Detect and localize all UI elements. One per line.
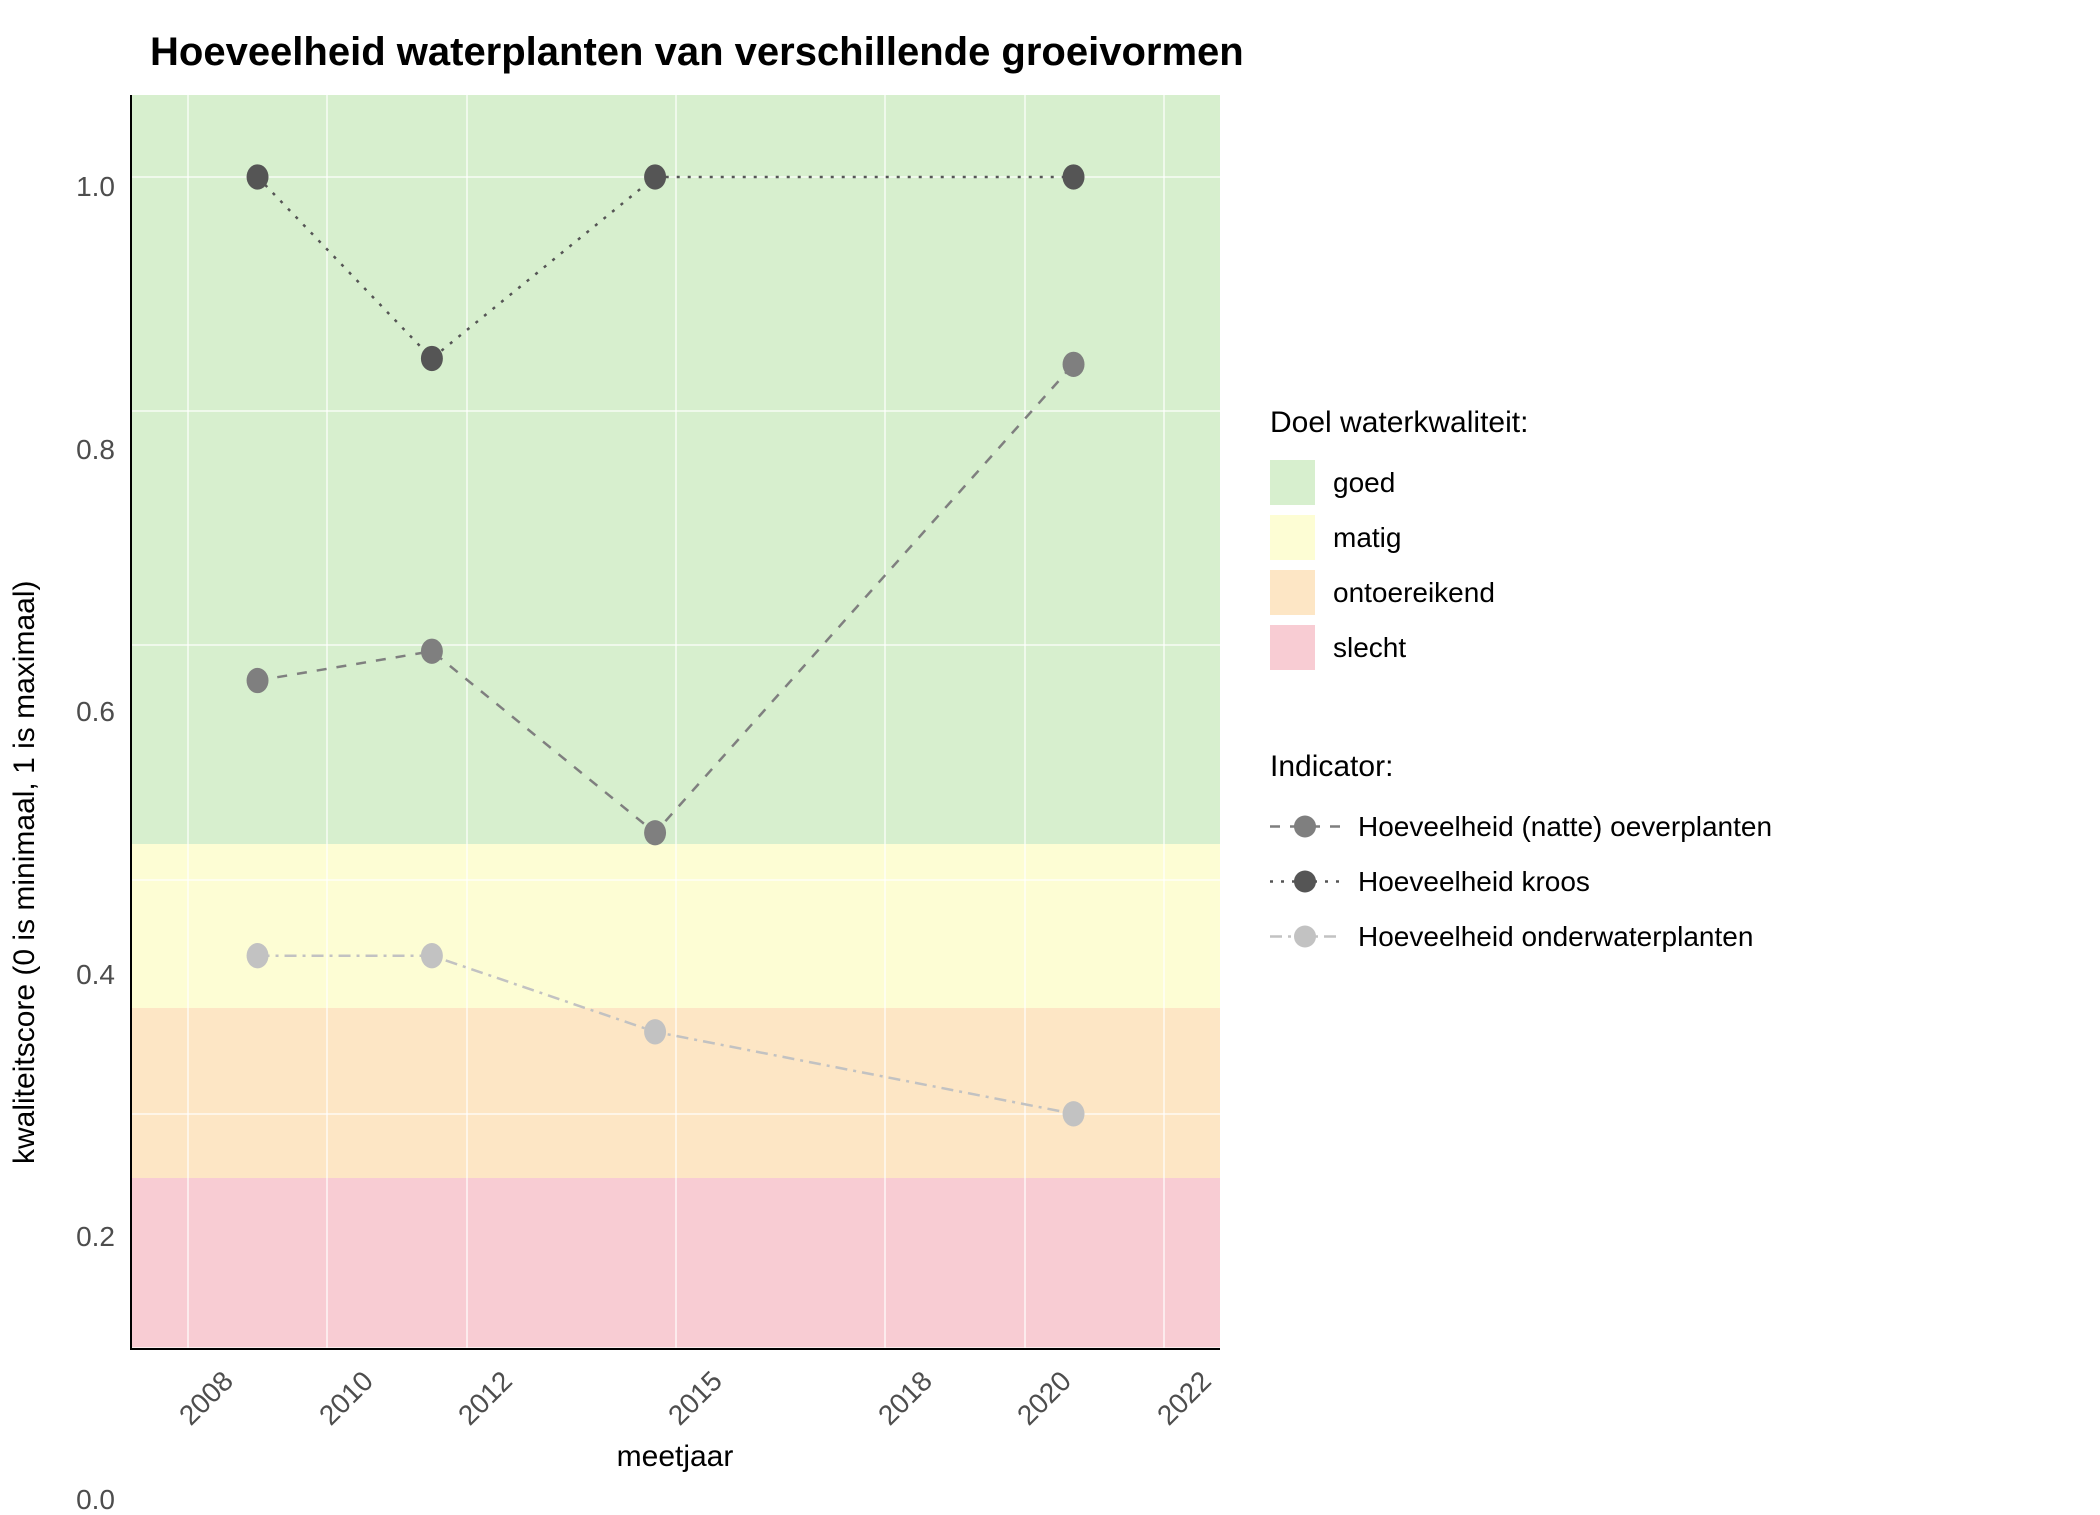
- legend-quality-item: slecht: [1270, 625, 1920, 670]
- data-point: [644, 1019, 666, 1044]
- legend-quality-title: Doel waterkwaliteit:: [1270, 406, 1920, 440]
- plot-column: 2008 2010 2012 2015 2018 2020 2022 meetjaar: [130, 95, 1220, 1500]
- series-line: [258, 177, 1074, 359]
- data-point: [644, 164, 666, 189]
- legend-indicator-item: Hoeveelheid kroos: [1270, 859, 1920, 904]
- legend-quality-item: ontoereikend: [1270, 570, 1920, 615]
- x-axis-label: meetjaar: [130, 1440, 1220, 1500]
- chart-body: kwaliteitscore (0 is minimaal, 1 is maxi…: [0, 95, 2100, 1500]
- legend-label: Hoeveelheid onderwaterplanten: [1358, 921, 1753, 953]
- x-tick-label: 2008: [173, 1365, 240, 1432]
- data-point: [421, 639, 443, 664]
- series-line: [258, 364, 1074, 832]
- legend-swatch: [1270, 515, 1315, 560]
- legend-label: matig: [1333, 522, 1401, 554]
- x-tick-label: 2015: [662, 1365, 729, 1432]
- data-point: [421, 346, 443, 371]
- legend-label: Hoeveelheid (natte) oeverplanten: [1358, 811, 1772, 843]
- chart-title: Hoeveelheid waterplanten van verschillen…: [0, 0, 2100, 95]
- x-tick-label: 2010: [313, 1365, 380, 1432]
- legend-line-swatch: [1270, 914, 1340, 959]
- legend: Doel waterkwaliteit: goed matig ontoereike…: [1220, 95, 1920, 1500]
- x-tick-label: 2020: [1011, 1365, 1078, 1432]
- legend-quality-item: matig: [1270, 515, 1920, 560]
- x-tick-label: 2018: [872, 1365, 939, 1432]
- legend-indicator: Indicator: Hoeveelheid (natte) oeverplan…: [1270, 750, 1920, 969]
- y-axis-ticks: 0.00.20.40.60.81.0: [50, 95, 130, 1500]
- legend-quality-item: goed: [1270, 460, 1920, 505]
- x-tick-label: 2022: [1151, 1365, 1218, 1432]
- legend-label: ontoereikend: [1333, 577, 1495, 609]
- data-point: [644, 820, 666, 845]
- line-layer: [132, 95, 1220, 1348]
- legend-swatch: [1270, 460, 1315, 505]
- data-point: [247, 668, 269, 693]
- data-point: [247, 164, 269, 189]
- y-axis-label: kwaliteitscore (0 is minimaal, 1 is maxi…: [0, 95, 50, 1500]
- data-point: [421, 943, 443, 968]
- legend-swatch: [1270, 570, 1315, 615]
- legend-label: Hoeveelheid kroos: [1358, 866, 1590, 898]
- legend-line-swatch: [1270, 804, 1340, 849]
- legend-line-swatch: [1270, 859, 1340, 904]
- legend-label: goed: [1333, 467, 1395, 499]
- data-point: [1063, 164, 1085, 189]
- legend-quality: Doel waterkwaliteit: goed matig ontoereike…: [1270, 406, 1920, 680]
- legend-indicator-item: Hoeveelheid (natte) oeverplanten: [1270, 804, 1920, 849]
- data-point: [1063, 1101, 1085, 1126]
- x-axis-ticks: 2008 2010 2012 2015 2018 2020 2022: [130, 1350, 1220, 1440]
- legend-label: slecht: [1333, 632, 1406, 664]
- plot-area: [130, 95, 1220, 1350]
- legend-indicator-title: Indicator:: [1270, 750, 1920, 784]
- x-tick-label: 2012: [452, 1365, 519, 1432]
- data-point: [247, 943, 269, 968]
- data-point: [1063, 352, 1085, 377]
- legend-indicator-item: Hoeveelheid onderwaterplanten: [1270, 914, 1920, 959]
- legend-swatch: [1270, 625, 1315, 670]
